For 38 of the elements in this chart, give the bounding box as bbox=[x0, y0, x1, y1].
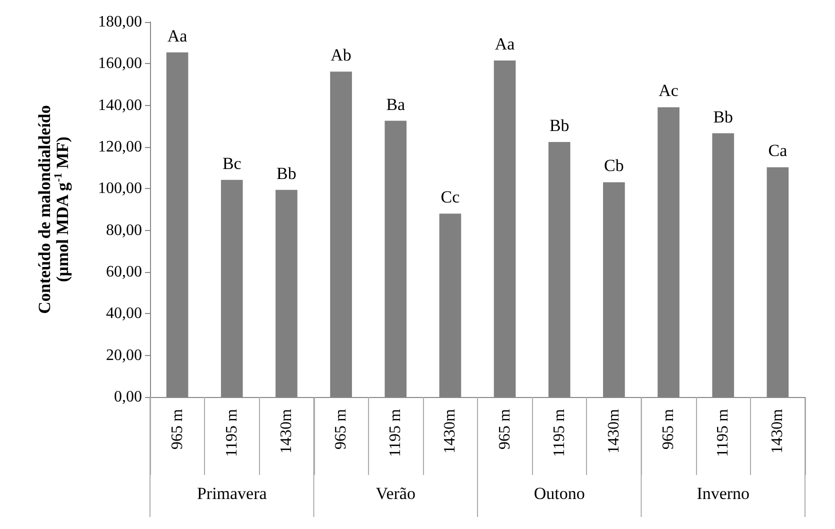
x-tick-label: 1195 m bbox=[550, 408, 568, 457]
data-label: Cb bbox=[604, 156, 624, 176]
data-label: Aa bbox=[167, 26, 188, 46]
data-label: Bc bbox=[222, 154, 242, 173]
x-tick-label: 1430m bbox=[769, 408, 786, 454]
y-tick-label: 60,00 bbox=[106, 264, 142, 280]
data-label: Bb bbox=[276, 164, 296, 183]
x-tick-label: 1430m bbox=[442, 408, 459, 454]
data-label: Ba bbox=[386, 94, 406, 114]
data-label: Ab bbox=[330, 46, 352, 65]
data-label: Bb bbox=[549, 116, 570, 135]
x-tick-label: 965 m bbox=[168, 408, 186, 450]
data-label: Cc bbox=[440, 188, 460, 207]
x-tick-label: 965 m bbox=[660, 408, 678, 450]
text: Primavera bbox=[196, 484, 268, 503]
x-tick-label: 1195 m bbox=[714, 408, 732, 457]
text: Verão bbox=[376, 484, 416, 503]
y-tick-label: 160,00 bbox=[98, 55, 142, 72]
y-tick-label: 120,00 bbox=[98, 138, 142, 156]
x-tick-label: 1430m bbox=[605, 408, 622, 454]
text: Outono bbox=[534, 484, 585, 503]
x-tick-label: 965 m bbox=[332, 408, 350, 450]
x-tick-label: 1195 m bbox=[223, 408, 240, 457]
data-label: Bb bbox=[713, 107, 734, 126]
y-tick-label: 140,00 bbox=[98, 96, 142, 114]
y-tick-label: 180,00 bbox=[98, 14, 142, 30]
x-tick-label: 1195 m bbox=[387, 408, 404, 457]
x-tick-label: 965 m bbox=[496, 408, 514, 450]
y-tick-label: 20,00 bbox=[106, 346, 142, 364]
data-label: Ca bbox=[768, 141, 788, 160]
text: Inverno bbox=[696, 484, 750, 503]
y-tick-label: 40,00 bbox=[106, 305, 142, 322]
data-label: Aa bbox=[494, 34, 516, 54]
y-tick-label: 100,00 bbox=[98, 180, 142, 198]
y-tick-label: 80,00 bbox=[106, 222, 142, 239]
x-tick-label: 1430m bbox=[278, 408, 295, 454]
data-label: Ac bbox=[658, 81, 679, 100]
y-tick-label: 0,00 bbox=[114, 388, 142, 406]
